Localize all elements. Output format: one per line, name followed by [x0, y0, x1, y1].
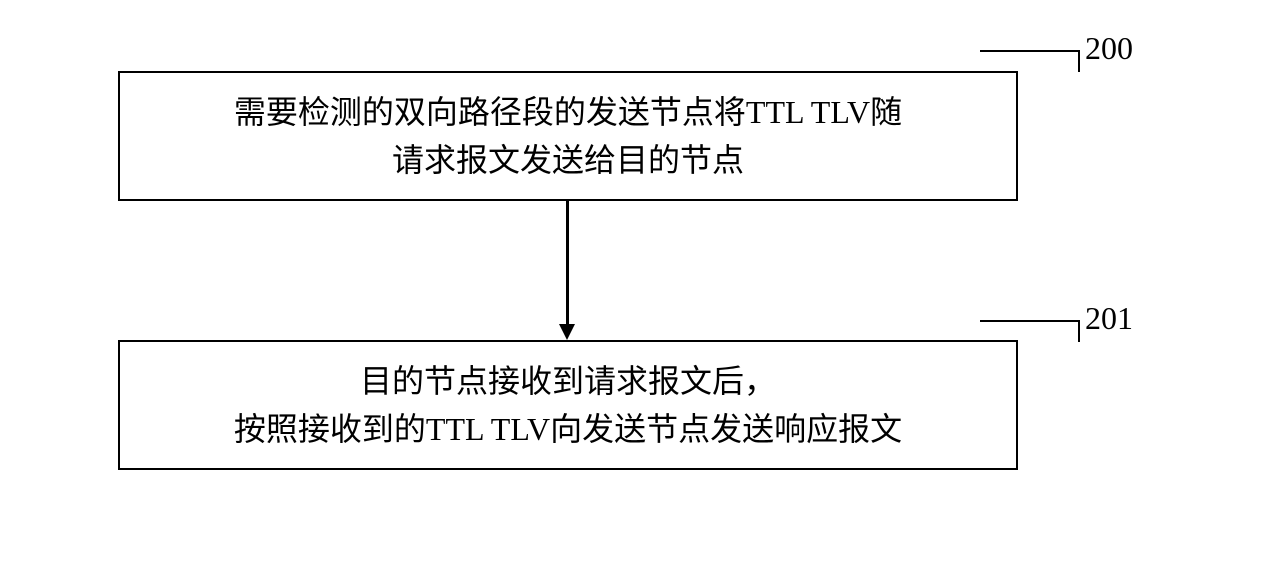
arrow-head [559, 324, 575, 340]
connector-201 [980, 320, 1080, 342]
connector-200 [980, 50, 1080, 72]
box-201-line1: 目的节点接收到请求报文后， [360, 357, 776, 405]
arrow-line [566, 201, 569, 326]
flow-box-201: 目的节点接收到请求报文后， 按照接收到的TTL TLV向发送节点发送响应报文 [118, 340, 1018, 470]
label-201: 201 [1085, 300, 1133, 337]
box-200-line2: 请求报文发送给目的节点 [392, 136, 744, 184]
flowchart-container: 需要检测的双向路径段的发送节点将TTL TLV随 请求报文发送给目的节点 200… [0, 0, 1266, 576]
flow-box-200: 需要检测的双向路径段的发送节点将TTL TLV随 请求报文发送给目的节点 [118, 71, 1018, 201]
box-200-line1: 需要检测的双向路径段的发送节点将TTL TLV随 [234, 88, 902, 136]
label-200: 200 [1085, 30, 1133, 67]
box-201-line2: 按照接收到的TTL TLV向发送节点发送响应报文 [234, 405, 902, 453]
